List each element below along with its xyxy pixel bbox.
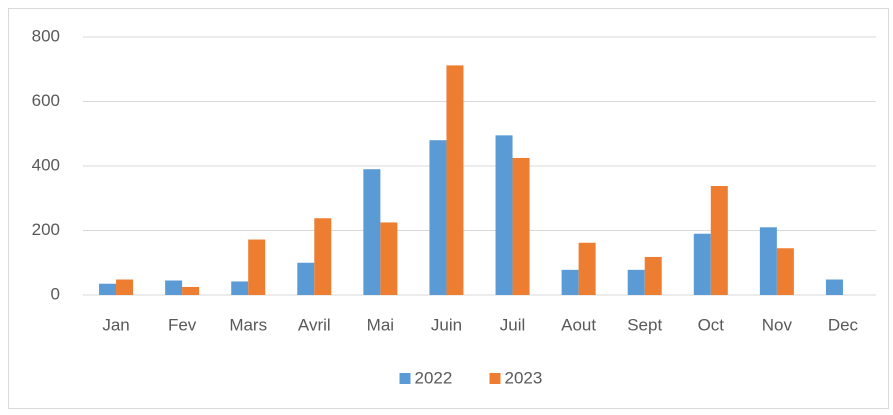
x-tick-label: Juil bbox=[500, 315, 526, 334]
x-tick-label: Nov bbox=[762, 315, 793, 334]
bar bbox=[561, 269, 579, 295]
bar bbox=[578, 242, 596, 295]
y-tick-label: 0 bbox=[51, 284, 60, 303]
bar bbox=[693, 233, 711, 295]
bar bbox=[182, 286, 200, 295]
bar bbox=[776, 248, 794, 295]
bar bbox=[99, 283, 117, 295]
y-tick-label: 600 bbox=[32, 91, 60, 110]
bar bbox=[297, 262, 315, 295]
bar bbox=[495, 135, 513, 295]
bar bbox=[429, 140, 447, 295]
x-tick-label: Aout bbox=[561, 315, 596, 334]
y-tick-label: 400 bbox=[32, 155, 60, 174]
y-tick-label: 200 bbox=[32, 220, 60, 239]
bar bbox=[825, 279, 843, 295]
bar bbox=[710, 185, 728, 295]
bar bbox=[627, 269, 645, 295]
x-tick-label: Oct bbox=[698, 315, 725, 334]
x-tick-label: Juin bbox=[431, 315, 462, 334]
x-tick-label: Dec bbox=[828, 315, 859, 334]
bar bbox=[363, 169, 381, 295]
x-tick-label: Fev bbox=[168, 315, 197, 334]
bar bbox=[116, 279, 134, 295]
x-tick-label: Sept bbox=[627, 315, 662, 334]
bar bbox=[231, 281, 249, 295]
legend-label: 2023 bbox=[505, 368, 543, 387]
legend-swatch bbox=[399, 373, 411, 384]
legend-label: 2022 bbox=[415, 368, 453, 387]
x-tick-label: Mai bbox=[367, 315, 394, 334]
y-tick-label: 800 bbox=[32, 26, 60, 45]
bar bbox=[446, 65, 464, 295]
bar bbox=[314, 218, 332, 295]
legend-swatch bbox=[489, 373, 501, 384]
bar bbox=[512, 157, 530, 295]
bar bbox=[759, 227, 777, 295]
x-tick-label: Jan bbox=[102, 315, 129, 334]
x-tick-label: Mars bbox=[229, 315, 267, 334]
bar bbox=[248, 239, 266, 295]
bar bbox=[165, 280, 183, 295]
x-tick-label: Avril bbox=[298, 315, 331, 334]
bar bbox=[644, 256, 662, 295]
bar bbox=[380, 222, 398, 295]
